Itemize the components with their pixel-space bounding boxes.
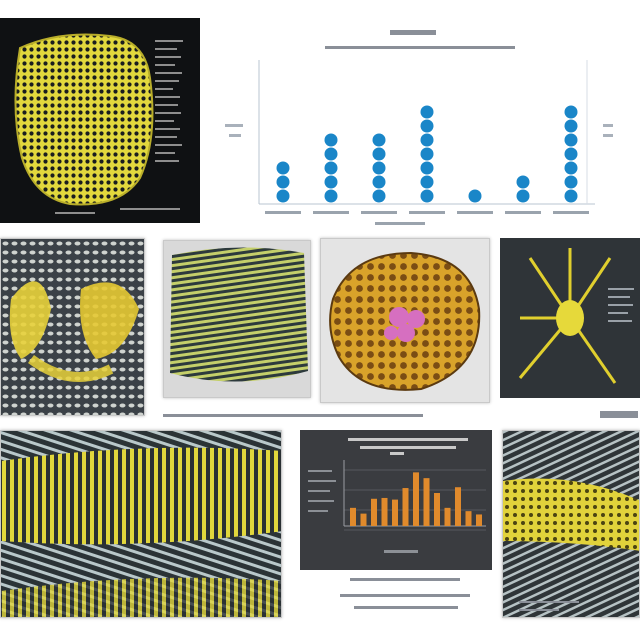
chart2-bar-9 bbox=[434, 493, 440, 526]
chart1-dot-c6-2 bbox=[516, 175, 530, 189]
chart1-dot-c3-4 bbox=[372, 147, 386, 161]
muscle-fiber-panel bbox=[0, 430, 282, 618]
chart1-dot-c2-4 bbox=[324, 147, 338, 161]
chart2-bar-10 bbox=[444, 507, 451, 526]
bar-chart bbox=[300, 430, 492, 570]
yellow-fiber-band bbox=[1, 447, 281, 545]
leaf-pattern-panel bbox=[0, 238, 145, 416]
chart1-dot-c4-2 bbox=[420, 175, 434, 189]
chart1-dot-c2-1 bbox=[324, 189, 338, 203]
chart1-dot-c7-5 bbox=[564, 133, 578, 147]
chart2-bar-3 bbox=[371, 498, 377, 526]
chart1-dot-c7-1 bbox=[564, 189, 578, 203]
chart2-bar-13 bbox=[476, 514, 482, 526]
specimen-oval-panel bbox=[0, 18, 200, 223]
chart1-dot-c4-3 bbox=[420, 161, 434, 175]
chart2-bar-7 bbox=[413, 472, 419, 526]
chart1-dot-c7-2 bbox=[564, 175, 578, 189]
specimen-oval-shape bbox=[14, 33, 154, 206]
chart2-bar-1 bbox=[350, 507, 356, 526]
branch-center bbox=[556, 300, 584, 336]
chart1-side-label-marks bbox=[225, 124, 613, 137]
chart1-dot-c3-5 bbox=[372, 133, 386, 147]
yellow-lobe-right bbox=[80, 282, 139, 359]
chart1-dot-c6-1 bbox=[516, 189, 530, 203]
chart2-axis-label-marks bbox=[308, 470, 418, 553]
chart1-dot-c3-2 bbox=[372, 175, 386, 189]
text-column-marks bbox=[55, 40, 183, 214]
chart1-dot-c7-3 bbox=[564, 161, 578, 175]
chart1-dot-c5-1 bbox=[468, 189, 482, 203]
chart2-bar-8 bbox=[423, 478, 430, 526]
yellow-cluster bbox=[503, 478, 639, 551]
striped-tissue-panel bbox=[163, 240, 311, 398]
chart2-bar-6 bbox=[402, 488, 409, 526]
chart1-dot-c7-4 bbox=[564, 147, 578, 161]
branch-label-marks bbox=[608, 288, 634, 322]
chart1-dot-c4-4 bbox=[420, 147, 434, 161]
bar-chart-panel bbox=[300, 430, 492, 570]
chart1-dot-c4-7 bbox=[420, 105, 434, 119]
cell-section-panel bbox=[320, 238, 490, 403]
chart1-dot-c2-5 bbox=[324, 133, 338, 147]
chart1-dot-c4-6 bbox=[420, 119, 434, 133]
chart1-dot-c2-2 bbox=[324, 175, 338, 189]
chart1-dot-c4-1 bbox=[420, 189, 434, 203]
dot-column-chart-panel bbox=[215, 18, 615, 233]
branching-structure-panel bbox=[500, 238, 640, 398]
dot-column-chart bbox=[225, 30, 613, 225]
fiber-cluster-panel bbox=[502, 430, 640, 618]
chart1-dot-c1-1 bbox=[276, 189, 290, 203]
chart1-x-label-marks bbox=[265, 211, 589, 225]
chart1-dot-c3-1 bbox=[372, 189, 386, 203]
chart2-bar-2 bbox=[360, 513, 367, 526]
row3-caption-marks bbox=[330, 574, 480, 614]
chart2-bar-4 bbox=[381, 497, 388, 526]
pink-core bbox=[384, 307, 425, 342]
chart1-dot-c7-7 bbox=[564, 105, 578, 119]
row2-caption-marks bbox=[163, 410, 640, 422]
chart1-dot-c1-3 bbox=[276, 161, 290, 175]
chart1-unreadable-title-marks bbox=[325, 30, 515, 49]
chart2-bar-12 bbox=[465, 511, 472, 526]
yellow-lobe-left bbox=[9, 281, 51, 359]
chart1-dot-c2-3 bbox=[324, 161, 338, 175]
chart2-bar-11 bbox=[455, 487, 461, 526]
chart1-dot-c3-3 bbox=[372, 161, 386, 175]
chart1-dot-c7-6 bbox=[564, 119, 578, 133]
chart2-unreadable-title-marks bbox=[348, 438, 468, 455]
striped-tissue-shape bbox=[170, 247, 308, 382]
chart2-bar-5 bbox=[392, 499, 398, 526]
chart1-dot-c1-2 bbox=[276, 175, 290, 189]
chart1-dot-c4-5 bbox=[420, 133, 434, 147]
